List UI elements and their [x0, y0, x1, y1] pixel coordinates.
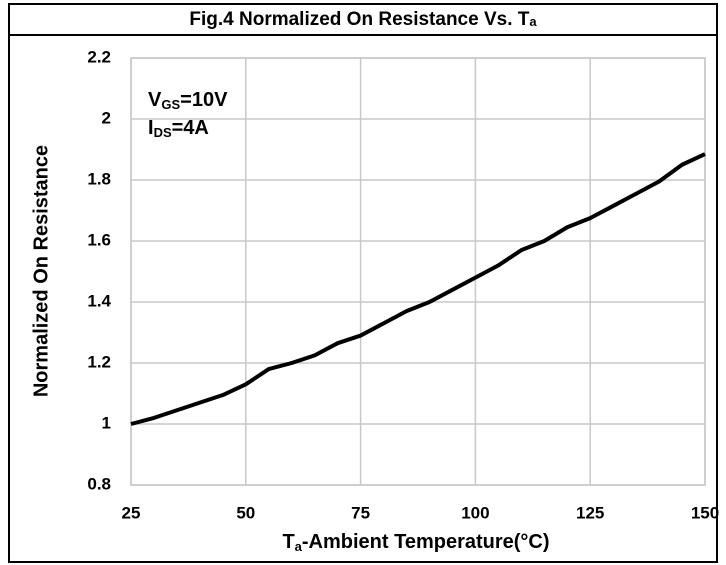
annotation-sub: GS	[161, 97, 180, 112]
x-tick-label: 100	[461, 503, 489, 522]
annotation-main: I	[148, 117, 154, 139]
y-tick-label: 2.2	[87, 47, 111, 66]
annotation-main: V	[148, 89, 162, 111]
annotation: IDS=4A	[148, 117, 209, 140]
plot: 0.8 1 1.2 1.4 1.6 1.8 2 2.2 25 50 75 100 125 150 VGS=1…	[87, 47, 719, 522]
annotation: VGS=10V	[148, 89, 228, 112]
frame	[8, 3, 718, 563]
annotation-sub: DS	[154, 125, 172, 140]
x-tick-label: 125	[576, 503, 604, 522]
x-tick-label: 150	[691, 503, 719, 522]
annotation-rest: =10V	[180, 89, 228, 111]
x-label-rest: -Ambient Temperature(°C)	[302, 531, 550, 553]
y-tick-label: 0.8	[87, 474, 111, 493]
x-label-sub: a	[295, 539, 303, 554]
y-tick-label: 1	[102, 413, 111, 432]
y-tick-label: 1.2	[87, 352, 111, 371]
x-tick-label: 75	[351, 503, 370, 522]
x-axis-label: Ta-Ambient Temperature(°C)	[282, 531, 549, 554]
y-tick-label: 1.4	[87, 291, 111, 310]
plot-border	[130, 57, 706, 486]
annotation-rest: =4A	[172, 117, 209, 139]
data-line	[130, 152, 706, 426]
x-tick-label: 25	[122, 503, 141, 522]
y-axis-label: Normalized On Resistance	[30, 145, 52, 397]
chart-title: Fig.4 Normalized On Resistance Vs. Ta	[189, 9, 537, 30]
y-tick-label: 1.8	[87, 169, 111, 188]
x-tick-label: 50	[236, 503, 255, 522]
x-label-text: T	[282, 531, 294, 553]
title-sub: a	[529, 14, 537, 29]
title-text: Fig.4 Normalized On Resistance Vs. T	[189, 9, 529, 30]
y-tick-label: 2	[102, 108, 111, 127]
y-tick-label: 1.6	[87, 230, 111, 249]
